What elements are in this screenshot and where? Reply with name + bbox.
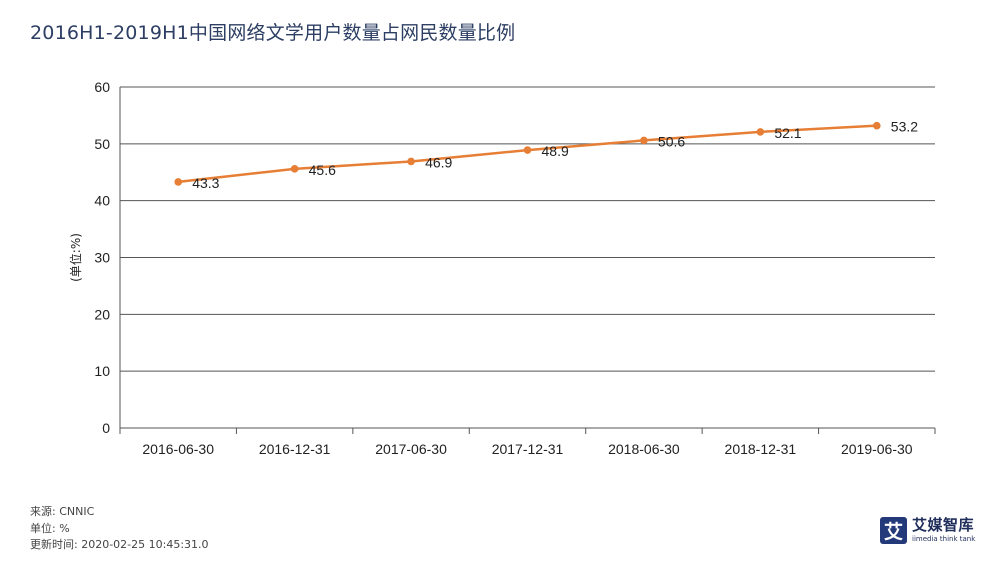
x-tick-label: 2018-12-31 (725, 441, 797, 457)
unit-note: 单位: % (30, 521, 70, 535)
data-point (174, 178, 183, 186)
data-point (523, 146, 532, 154)
data-point (407, 157, 415, 166)
data-label: 43.3 (192, 175, 219, 191)
brand-logo: 艾 艾媒智库 iimedia think tank (880, 515, 975, 545)
chart-footer: 来源: CNNIC 单位: % 更新时间: 2020-02-25 10:45:3… (30, 504, 209, 554)
x-tick-label: 2018-06-30 (608, 441, 680, 457)
brand-name: 艾媒智库 (912, 515, 975, 534)
y-tick-label: 30 (94, 250, 110, 266)
line-chart: 0 10 20 30 40 50 60 2016-06-30 2016-12-31 2017-06… (68, 79, 936, 457)
brand-mark-icon: 艾 (880, 516, 907, 544)
y-tick-label: 50 (94, 136, 110, 152)
data-label: 48.9 (542, 143, 569, 159)
x-tick-label: 2017-06-30 (375, 441, 447, 457)
y-tick-label: 40 (94, 193, 110, 209)
source-note: 来源: CNNIC (30, 505, 95, 518)
data-label: 53.2 (891, 119, 918, 135)
data-label: 46.9 (425, 154, 452, 170)
chart-title: 2016H1-2019H1中国网络文学用户数量占网民数量比例 (30, 22, 516, 44)
x-tick-label: 2016-12-31 (259, 441, 331, 457)
x-tick-label: 2017-12-31 (492, 441, 564, 457)
updated-note: 更新时间: 2020-02-25 10:45:31.0 (30, 538, 209, 551)
brand-tagline: iimedia think tank (912, 534, 976, 543)
y-tick-label: 0 (102, 420, 110, 436)
y-tick-label: 10 (94, 363, 110, 379)
data-label: 50.6 (658, 133, 685, 149)
y-tick-label: 60 (94, 79, 110, 95)
data-point (290, 165, 299, 173)
data-point (756, 128, 765, 136)
x-tick-label: 2019-06-30 (841, 441, 913, 457)
y-axis-label: (单位:%) (68, 233, 83, 282)
x-tick-label: 2016-06-30 (142, 441, 214, 457)
data-point (872, 121, 881, 130)
data-label: 52.1 (774, 125, 801, 141)
y-tick-label: 20 (94, 306, 110, 322)
data-point (640, 136, 648, 145)
data-label: 45.6 (309, 162, 336, 178)
